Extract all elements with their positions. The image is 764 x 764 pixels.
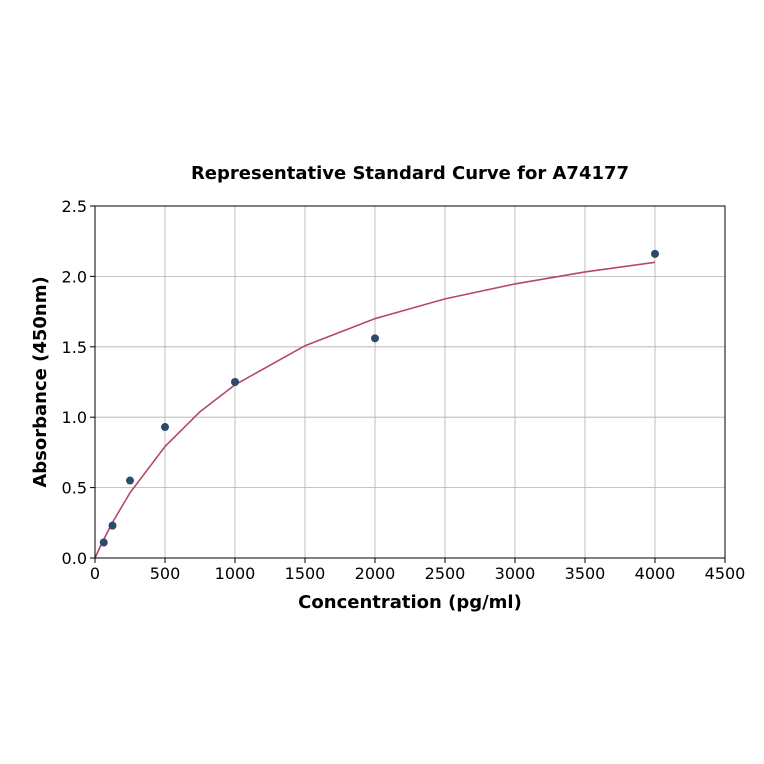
data-point [651,249,659,258]
data-point [126,476,134,485]
y-axis-ticks: 0.0 0.5 1.0 1.5 2.0 2.5 [62,197,95,568]
y-axis-label: Absorbance (450nm) [30,276,51,487]
chart-title: Representative Standard Curve for A74177 [191,163,629,184]
data-point [108,521,117,530]
y-tick-label: 2.0 [62,267,87,286]
data-point [99,538,108,547]
y-tick-label: 0.0 [62,549,87,568]
y-tick-label: 2.5 [62,197,87,216]
y-tick-label: 0.5 [62,479,87,498]
x-tick-label: 3500 [565,564,606,583]
x-tick-label: 1000 [215,564,256,583]
x-tick-label: 1500 [285,564,326,583]
grid [94,205,726,559]
y-tick-label: 1.5 [62,338,87,357]
x-tick-label: 0 [90,564,100,583]
plot-frame [94,205,726,559]
x-axis-ticks: 0 500 1000 1500 2000 2500 3000 3500 4000 4500 [90,558,745,583]
data-point [231,378,239,386]
x-tick-label: 3000 [495,564,536,583]
data-point [161,423,169,432]
x-tick-label: 2500 [425,564,466,583]
x-tick-label: 4500 [705,564,746,583]
x-tick-label: 2000 [355,564,396,583]
x-tick-label: 500 [150,564,181,583]
x-tick-label: 4000 [635,564,676,583]
y-tick-label: 1.0 [62,408,87,427]
x-axis-label: Concentration (pg/ml) [298,592,522,613]
data-points [99,249,659,547]
data-point [371,334,379,343]
